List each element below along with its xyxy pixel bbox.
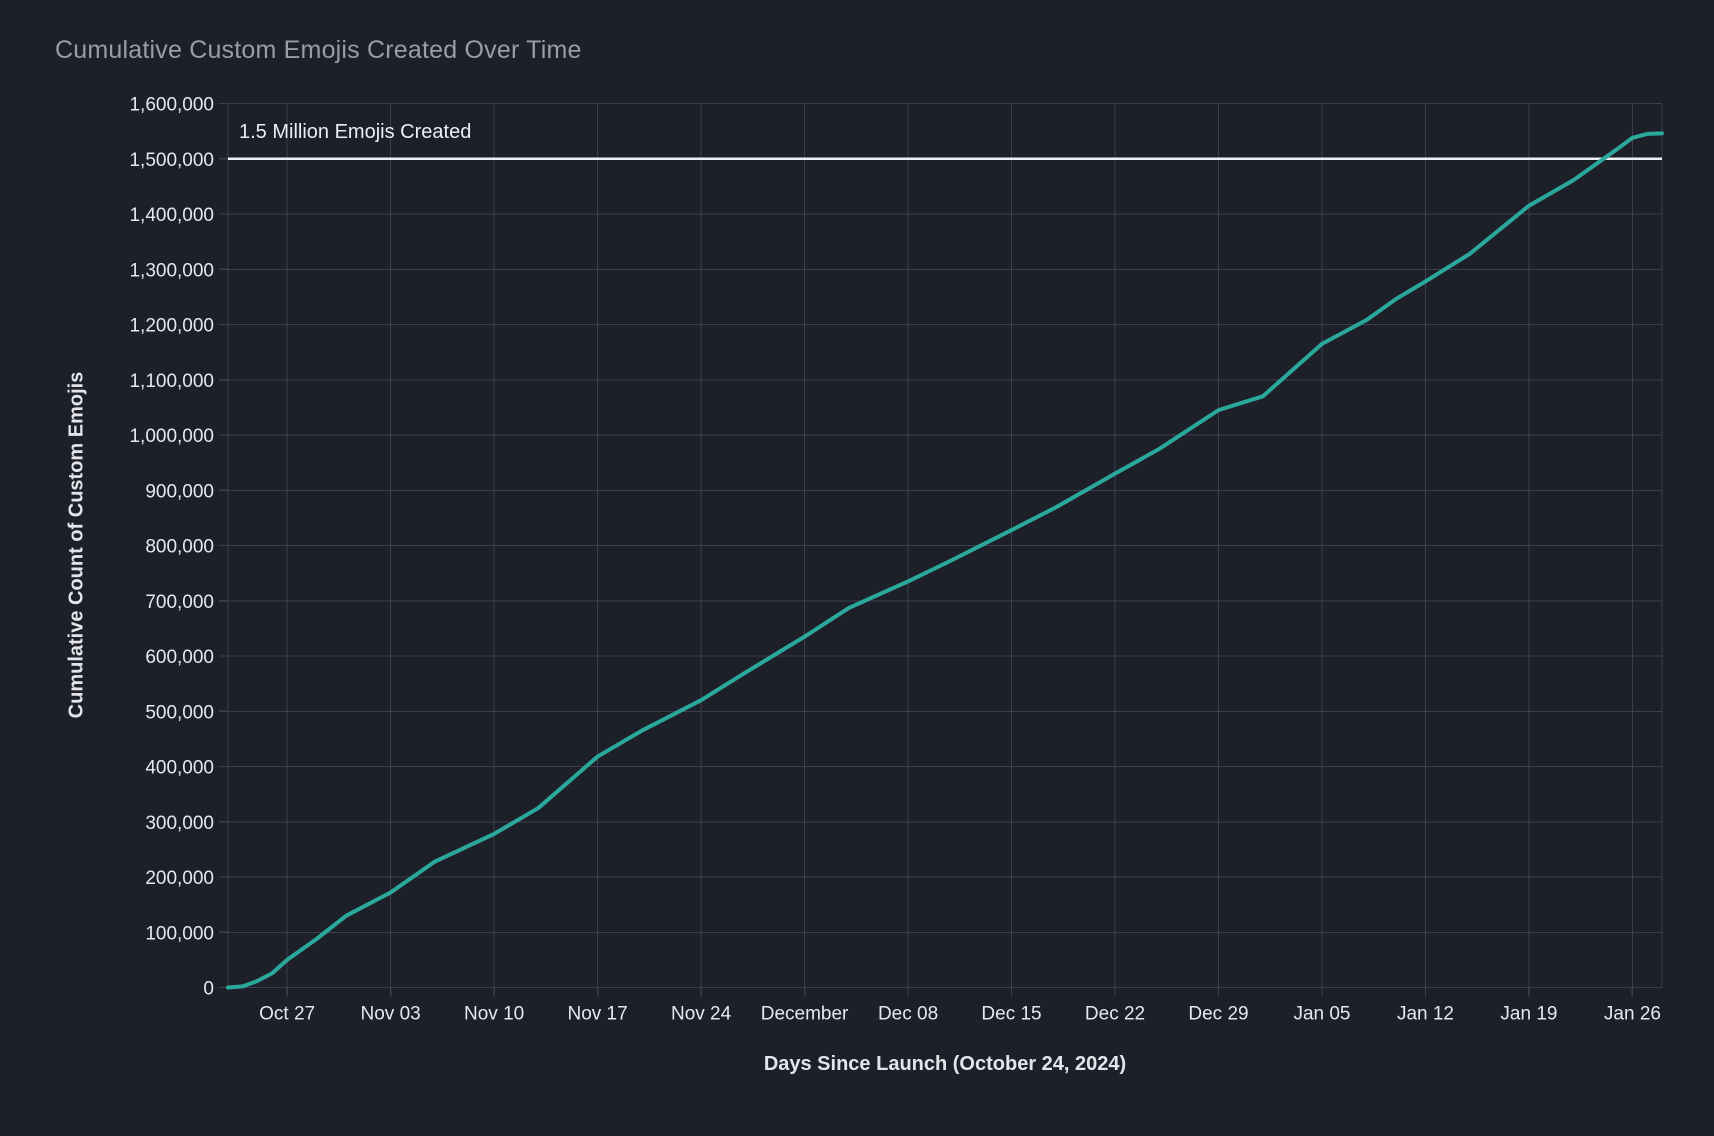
y-tick-label: 1,200,000 — [129, 316, 214, 337]
y-tick-label: 1,300,000 — [129, 260, 214, 281]
x-tick-label: Nov 17 — [567, 1004, 627, 1025]
series-line — [226, 131, 1664, 990]
y-tick-label: 600,000 — [145, 647, 214, 668]
y-tick-label: 0 — [203, 979, 214, 1000]
chart-title: Cumulative Custom Emojis Created Over Ti… — [55, 36, 582, 64]
y-tick-label: 1,100,000 — [129, 371, 214, 392]
y-axis-title: Cumulative Count of Custom Emojis — [65, 371, 88, 719]
y-tick-label: 1,400,000 — [129, 205, 214, 226]
y-tick-label: 200,000 — [145, 868, 214, 889]
y-tick-label: 1,000,000 — [129, 426, 214, 447]
x-tick-label: Nov 10 — [464, 1004, 524, 1025]
x-tick-label: Dec 29 — [1188, 1004, 1248, 1025]
y-tick-label: 500,000 — [145, 702, 214, 723]
x-tick-label: Jan 05 — [1293, 1004, 1350, 1025]
x-tick-label: Oct 27 — [259, 1004, 315, 1025]
x-tick-label: Jan 19 — [1500, 1004, 1557, 1025]
x-tick-label: December — [761, 1004, 849, 1025]
x-tick-label: Dec 22 — [1085, 1004, 1145, 1025]
y-tick-label: 1,600,000 — [129, 95, 214, 116]
y-tick-label: 900,000 — [145, 481, 214, 502]
y-tick-label: 400,000 — [145, 758, 214, 779]
y-tick-label: 800,000 — [145, 537, 214, 558]
x-axis-title: Days Since Launch (October 24, 2024) — [763, 1053, 1127, 1075]
x-tick-label: Nov 03 — [361, 1004, 421, 1025]
y-tick-label: 1,500,000 — [129, 150, 214, 171]
x-tick-label: Nov 24 — [671, 1004, 732, 1025]
x-tick-label: Dec 15 — [981, 1004, 1041, 1025]
y-tick-label: 300,000 — [145, 813, 214, 834]
x-tick-label: Jan 26 — [1604, 1004, 1661, 1025]
y-tick-label: 700,000 — [145, 592, 214, 613]
x-tick-label: Jan 12 — [1397, 1004, 1454, 1025]
x-tick-label: Dec 08 — [878, 1004, 938, 1025]
y-tick-label: 100,000 — [145, 923, 214, 944]
reference-line-label: 1.5 Million Emojis Created — [239, 121, 472, 143]
